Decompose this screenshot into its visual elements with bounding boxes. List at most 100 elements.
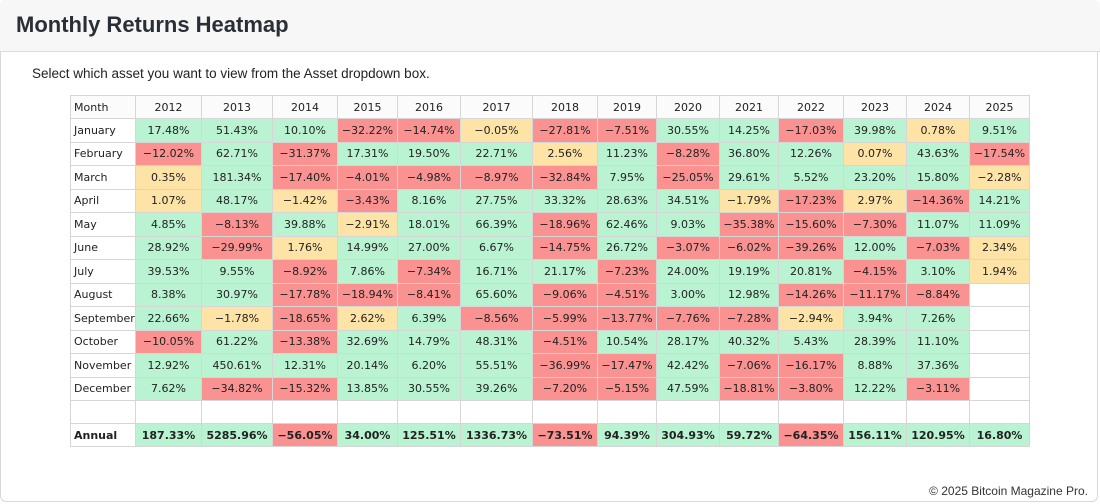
spacer-cell — [460, 400, 533, 424]
spacer-cell — [135, 400, 202, 424]
heat-cell-october-2023: 28.39% — [843, 329, 907, 354]
heat-cell-february-2020: −8.28% — [656, 141, 720, 166]
year-header-2017: 2017 — [460, 95, 533, 119]
heat-cell-april-2014: −1.42% — [272, 188, 338, 213]
year-header-2019: 2019 — [597, 95, 657, 119]
heat-cell-august-2014: −17.78% — [272, 282, 338, 307]
year-header-2020: 2020 — [656, 95, 720, 119]
heat-cell-february-2018: 2.56% — [532, 141, 598, 166]
month-label: December — [70, 376, 136, 401]
heat-cell-october-2021: 40.32% — [719, 329, 779, 354]
year-header-2023: 2023 — [843, 95, 907, 119]
heat-cell-december-2014: −15.32% — [272, 376, 338, 401]
heat-cell-october-2017: 48.31% — [460, 329, 533, 354]
spacer-cell — [906, 400, 970, 424]
heat-cell-may-2016: 18.01% — [397, 212, 461, 237]
heat-cell-july-2015: 7.86% — [337, 259, 398, 284]
month-label: September — [70, 306, 136, 331]
annual-cell-2021: 59.72% — [719, 423, 779, 447]
heat-cell-july-2024: 3.10% — [906, 259, 970, 284]
month-label: June — [70, 235, 136, 260]
heat-cell-august-2020: 3.00% — [656, 282, 720, 307]
heat-cell-november-2024: 37.36% — [906, 353, 970, 378]
heat-cell-march-2014: −17.40% — [272, 165, 338, 190]
spacer-cell — [70, 400, 136, 424]
heat-cell-march-2021: 29.61% — [719, 165, 779, 190]
heat-cell-april-2023: 2.97% — [843, 188, 907, 213]
spacer-cell — [532, 400, 598, 424]
heat-cell-april-2018: 33.32% — [532, 188, 598, 213]
heat-cell-february-2015: 17.31% — [337, 141, 398, 166]
month-row-february: February −12.02% 62.71% −31.37% 17.31% 19.50%… — [70, 141, 1030, 166]
month-row-october: October −10.05% 61.22% −13.38% 32.69% 14.79% 4… — [70, 329, 1030, 354]
heat-cell-march-2017: −8.97% — [460, 165, 533, 190]
heat-cell-september-2021: −7.28% — [719, 306, 779, 331]
annual-cell-2019: 94.39% — [597, 423, 657, 447]
heat-cell-december-2025 — [969, 376, 1030, 401]
heat-cell-january-2020: 30.55% — [656, 118, 720, 143]
spacer-cell — [397, 400, 461, 424]
year-header-2014: 2014 — [272, 95, 338, 119]
heat-cell-october-2012: −10.05% — [135, 329, 202, 354]
heat-cell-july-2016: −7.34% — [397, 259, 461, 284]
heat-cell-january-2015: −32.22% — [337, 118, 398, 143]
heat-cell-august-2018: −9.06% — [532, 282, 598, 307]
heat-cell-july-2018: 21.17% — [532, 259, 598, 284]
month-row-december: December 7.62% −34.82% −15.32% 13.85% 30.55% 3… — [70, 376, 1030, 401]
heat-cell-april-2022: −17.23% — [778, 188, 844, 213]
heat-cell-november-2017: 55.51% — [460, 353, 533, 378]
heat-cell-may-2020: 9.03% — [656, 212, 720, 237]
year-header-2021: 2021 — [719, 95, 779, 119]
heat-cell-september-2017: −8.56% — [460, 306, 533, 331]
annual-cell-2025: 16.80% — [969, 423, 1030, 447]
heat-cell-january-2019: −7.51% — [597, 118, 657, 143]
heat-cell-december-2015: 13.85% — [337, 376, 398, 401]
header-row: Month 2012 2013 2014 2015 2016 2017 2018 2019 20… — [70, 95, 1030, 119]
heat-cell-july-2025: 1.94% — [969, 259, 1030, 284]
heat-cell-march-2019: 7.95% — [597, 165, 657, 190]
month-row-april: April 1.07% 48.17% −1.42% −3.43% 8.16% 27.75% 3… — [70, 188, 1030, 213]
year-header-2012: 2012 — [135, 95, 202, 119]
heat-cell-october-2013: 61.22% — [201, 329, 273, 354]
heat-cell-june-2024: −7.03% — [906, 235, 970, 260]
heat-cell-march-2020: −25.05% — [656, 165, 720, 190]
heat-cell-october-2022: 5.43% — [778, 329, 844, 354]
heat-cell-september-2025 — [969, 306, 1030, 331]
page-title: Monthly Returns Heatmap — [16, 12, 289, 37]
heat-cell-september-2020: −7.76% — [656, 306, 720, 331]
heat-cell-february-2016: 19.50% — [397, 141, 461, 166]
heat-cell-march-2015: −4.01% — [337, 165, 398, 190]
heat-cell-november-2025 — [969, 353, 1030, 378]
month-label: November — [70, 353, 136, 378]
annual-cell-2015: 34.00% — [337, 423, 398, 447]
heat-cell-august-2012: 8.38% — [135, 282, 202, 307]
heat-cell-may-2014: 39.88% — [272, 212, 338, 237]
heat-cell-june-2023: 12.00% — [843, 235, 907, 260]
heat-cell-december-2020: 47.59% — [656, 376, 720, 401]
heat-cell-december-2017: 39.26% — [460, 376, 533, 401]
heat-cell-august-2019: −4.51% — [597, 282, 657, 307]
heat-cell-april-2024: −14.36% — [906, 188, 970, 213]
heat-cell-may-2013: −8.13% — [201, 212, 273, 237]
heat-cell-june-2014: 1.76% — [272, 235, 338, 260]
heat-cell-december-2013: −34.82% — [201, 376, 273, 401]
heat-cell-july-2023: −4.15% — [843, 259, 907, 284]
heat-cell-january-2025: 9.51% — [969, 118, 1030, 143]
annual-cell-2020: 304.93% — [656, 423, 720, 447]
heat-cell-august-2024: −8.84% — [906, 282, 970, 307]
heat-cell-april-2020: 34.51% — [656, 188, 720, 213]
heat-cell-april-2017: 27.75% — [460, 188, 533, 213]
heat-cell-may-2018: −18.96% — [532, 212, 598, 237]
heat-cell-april-2025: 14.21% — [969, 188, 1030, 213]
heat-cell-may-2025: 11.09% — [969, 212, 1030, 237]
heat-cell-may-2015: −2.91% — [337, 212, 398, 237]
annual-cell-2013: 5285.96% — [201, 423, 273, 447]
copyright-footer: © 2025 Bitcoin Magazine Pro. — [929, 484, 1088, 498]
heat-cell-december-2019: −5.15% — [597, 376, 657, 401]
heat-cell-november-2018: −36.99% — [532, 353, 598, 378]
heat-cell-september-2015: 2.62% — [337, 306, 398, 331]
annual-label: Annual — [70, 423, 136, 447]
month-row-march: March 0.35% 181.34% −17.40% −4.01% −4.98% −8.9… — [70, 165, 1030, 190]
month-label: February — [70, 141, 136, 166]
month-label: July — [70, 259, 136, 284]
